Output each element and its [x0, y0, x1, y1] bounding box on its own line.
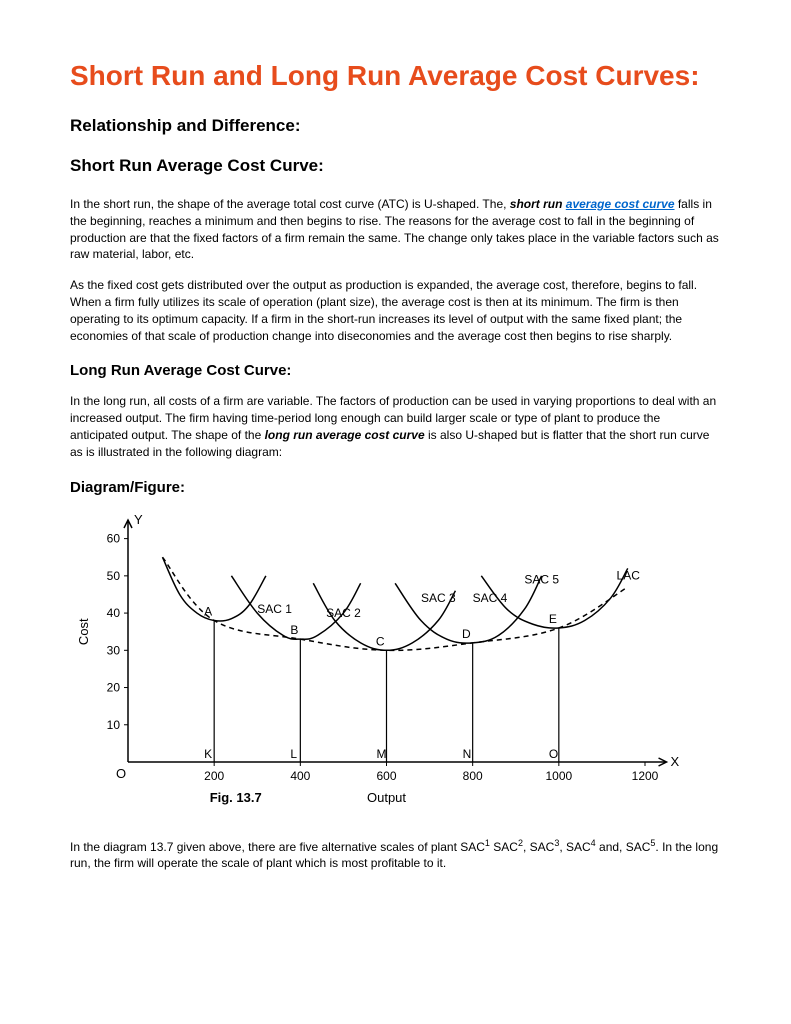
svg-text:B: B	[290, 623, 298, 637]
p4-a: In the diagram 13.7 given above, there a…	[70, 840, 485, 854]
svg-text:Cost: Cost	[76, 618, 91, 645]
svg-text:10: 10	[107, 717, 121, 731]
subtitle-relationship: Relationship and Difference:	[70, 116, 721, 136]
p3-bold: long run average cost curve	[265, 428, 425, 442]
svg-text:400: 400	[290, 769, 310, 783]
svg-text:40: 40	[107, 606, 121, 620]
p1-bold: short run	[510, 197, 566, 211]
p4-d: , SAC	[559, 840, 590, 854]
svg-text:X: X	[671, 754, 680, 769]
svg-text:O: O	[116, 766, 126, 781]
p1-text-a: In the short run, the shape of the avera…	[70, 197, 510, 211]
p4-e: and, SAC	[596, 840, 651, 854]
svg-text:E: E	[549, 612, 557, 626]
cost-curve-chart: 10 20 30 40 50 60 200 400 600 800 1000 1200 O X Y Cost O…	[70, 510, 721, 815]
svg-text:1200: 1200	[632, 769, 659, 783]
svg-text:600: 600	[376, 769, 396, 783]
svg-text:Y: Y	[134, 512, 143, 527]
svg-text:30: 30	[107, 643, 121, 657]
svg-text:Output: Output	[367, 790, 406, 805]
page-title: Short Run and Long Run Average Cost Curv…	[70, 60, 721, 92]
svg-text:D: D	[462, 626, 471, 640]
chart-svg: 10 20 30 40 50 60 200 400 600 800 1000 1200 O X Y Cost O…	[70, 510, 690, 810]
paragraph-3: In the long run, all costs of a firm are…	[70, 393, 721, 460]
paragraph-2: As the fixed cost gets distributed over …	[70, 277, 721, 344]
svg-text:N: N	[463, 747, 472, 761]
svg-text:O: O	[549, 747, 558, 761]
svg-text:60: 60	[107, 531, 121, 545]
svg-text:SAC 4: SAC 4	[473, 590, 508, 604]
average-cost-curve-link[interactable]: average cost curve	[566, 197, 675, 211]
svg-text:SAC 2: SAC 2	[326, 605, 361, 619]
heading-short-run: Short Run Average Cost Curve:	[70, 156, 721, 176]
svg-text:1000: 1000	[545, 769, 572, 783]
svg-text:SAC 5: SAC 5	[524, 572, 559, 586]
svg-text:SAC 3: SAC 3	[421, 590, 456, 604]
svg-text:LAC: LAC	[617, 568, 641, 582]
svg-text:800: 800	[463, 769, 483, 783]
p4-b: SAC	[490, 840, 518, 854]
svg-text:50: 50	[107, 568, 121, 582]
heading-long-run: Long Run Average Cost Curve:	[70, 362, 721, 379]
svg-text:SAC 1: SAC 1	[257, 602, 292, 616]
svg-text:Fig. 13.7: Fig. 13.7	[210, 790, 262, 805]
paragraph-1: In the short run, the shape of the avera…	[70, 196, 721, 263]
p4-c: , SAC	[523, 840, 554, 854]
svg-text:M: M	[377, 747, 387, 761]
svg-text:L: L	[290, 747, 297, 761]
paragraph-4: In the diagram 13.7 given above, there a…	[70, 837, 721, 873]
svg-text:A: A	[204, 604, 212, 618]
svg-text:K: K	[204, 747, 212, 761]
svg-text:20: 20	[107, 680, 121, 694]
svg-text:C: C	[376, 634, 385, 648]
svg-text:200: 200	[204, 769, 224, 783]
heading-diagram: Diagram/Figure:	[70, 479, 721, 496]
